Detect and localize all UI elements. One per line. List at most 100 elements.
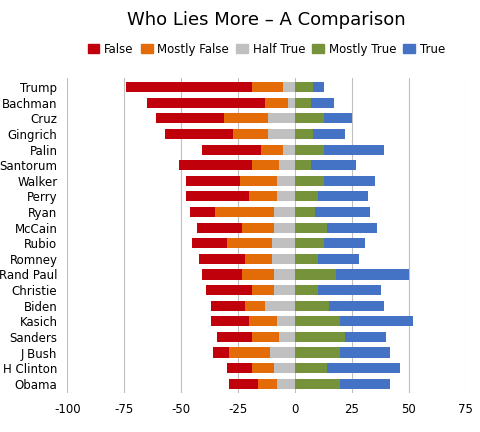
Bar — [252, 160, 279, 170]
Bar — [126, 82, 252, 92]
Bar — [261, 144, 284, 155]
Bar — [147, 98, 265, 108]
Bar — [249, 191, 276, 201]
Bar — [340, 316, 413, 327]
Bar — [217, 332, 252, 342]
Bar — [318, 254, 359, 264]
Bar — [295, 191, 318, 201]
Bar — [272, 254, 295, 264]
Bar — [192, 238, 227, 248]
Bar — [329, 301, 384, 311]
Bar — [295, 129, 313, 139]
Bar — [206, 285, 252, 295]
Bar — [295, 316, 340, 327]
Bar — [265, 301, 295, 311]
Bar — [245, 254, 272, 264]
Bar — [186, 191, 249, 201]
Bar — [318, 285, 382, 295]
Bar — [276, 316, 295, 327]
Bar — [295, 363, 327, 373]
Bar — [252, 363, 275, 373]
Bar — [215, 207, 275, 217]
Bar — [327, 363, 399, 373]
Bar — [340, 379, 390, 389]
Bar — [324, 238, 365, 248]
Bar — [295, 332, 345, 342]
Bar — [252, 332, 279, 342]
Bar — [252, 82, 284, 92]
Bar — [227, 363, 252, 373]
Bar — [324, 113, 352, 124]
Bar — [324, 176, 374, 186]
Bar — [295, 270, 336, 280]
Bar — [284, 82, 295, 92]
Bar — [313, 82, 324, 92]
Bar — [224, 113, 267, 124]
Bar — [295, 113, 324, 124]
Bar — [327, 222, 377, 233]
Bar — [233, 129, 267, 139]
Bar — [197, 222, 242, 233]
Bar — [313, 129, 345, 139]
Legend: False, Mostly False, Half True, Mostly True, True: False, Mostly False, Half True, Mostly T… — [88, 43, 445, 56]
Bar — [227, 238, 272, 248]
Bar — [295, 160, 311, 170]
Bar — [336, 270, 408, 280]
Bar — [295, 82, 313, 92]
Bar — [275, 207, 295, 217]
Bar — [295, 222, 327, 233]
Bar — [202, 144, 261, 155]
Bar — [279, 160, 295, 170]
Bar — [213, 347, 229, 358]
Bar — [211, 316, 249, 327]
Bar — [295, 176, 324, 186]
Bar — [190, 207, 215, 217]
Bar — [311, 160, 356, 170]
Bar — [279, 332, 295, 342]
Bar — [315, 207, 370, 217]
Bar — [267, 129, 295, 139]
Bar — [275, 363, 295, 373]
Bar — [267, 113, 295, 124]
Bar — [270, 347, 295, 358]
Bar — [211, 301, 245, 311]
Bar — [179, 160, 252, 170]
Bar — [276, 176, 295, 186]
Bar — [276, 379, 295, 389]
Bar — [318, 191, 368, 201]
Bar — [295, 238, 324, 248]
Bar — [275, 285, 295, 295]
Bar — [240, 176, 276, 186]
Title: Who Lies More – A Comparison: Who Lies More – A Comparison — [127, 11, 406, 29]
Bar — [272, 238, 295, 248]
Bar — [275, 270, 295, 280]
Bar — [249, 316, 276, 327]
Bar — [275, 222, 295, 233]
Bar — [165, 129, 233, 139]
Bar — [295, 301, 329, 311]
Bar — [199, 254, 245, 264]
Bar — [186, 176, 240, 186]
Bar — [295, 207, 315, 217]
Bar — [245, 301, 265, 311]
Bar — [156, 113, 224, 124]
Bar — [345, 332, 386, 342]
Bar — [295, 144, 324, 155]
Bar — [276, 191, 295, 201]
Bar — [324, 144, 384, 155]
Bar — [258, 379, 276, 389]
Bar — [265, 98, 288, 108]
Bar — [284, 144, 295, 155]
Bar — [295, 254, 318, 264]
Bar — [229, 379, 258, 389]
Bar — [340, 347, 390, 358]
Bar — [295, 379, 340, 389]
Bar — [288, 98, 295, 108]
Bar — [311, 98, 334, 108]
Bar — [229, 347, 270, 358]
Bar — [295, 285, 318, 295]
Bar — [295, 347, 340, 358]
Bar — [252, 285, 275, 295]
Bar — [295, 98, 311, 108]
Bar — [242, 270, 275, 280]
